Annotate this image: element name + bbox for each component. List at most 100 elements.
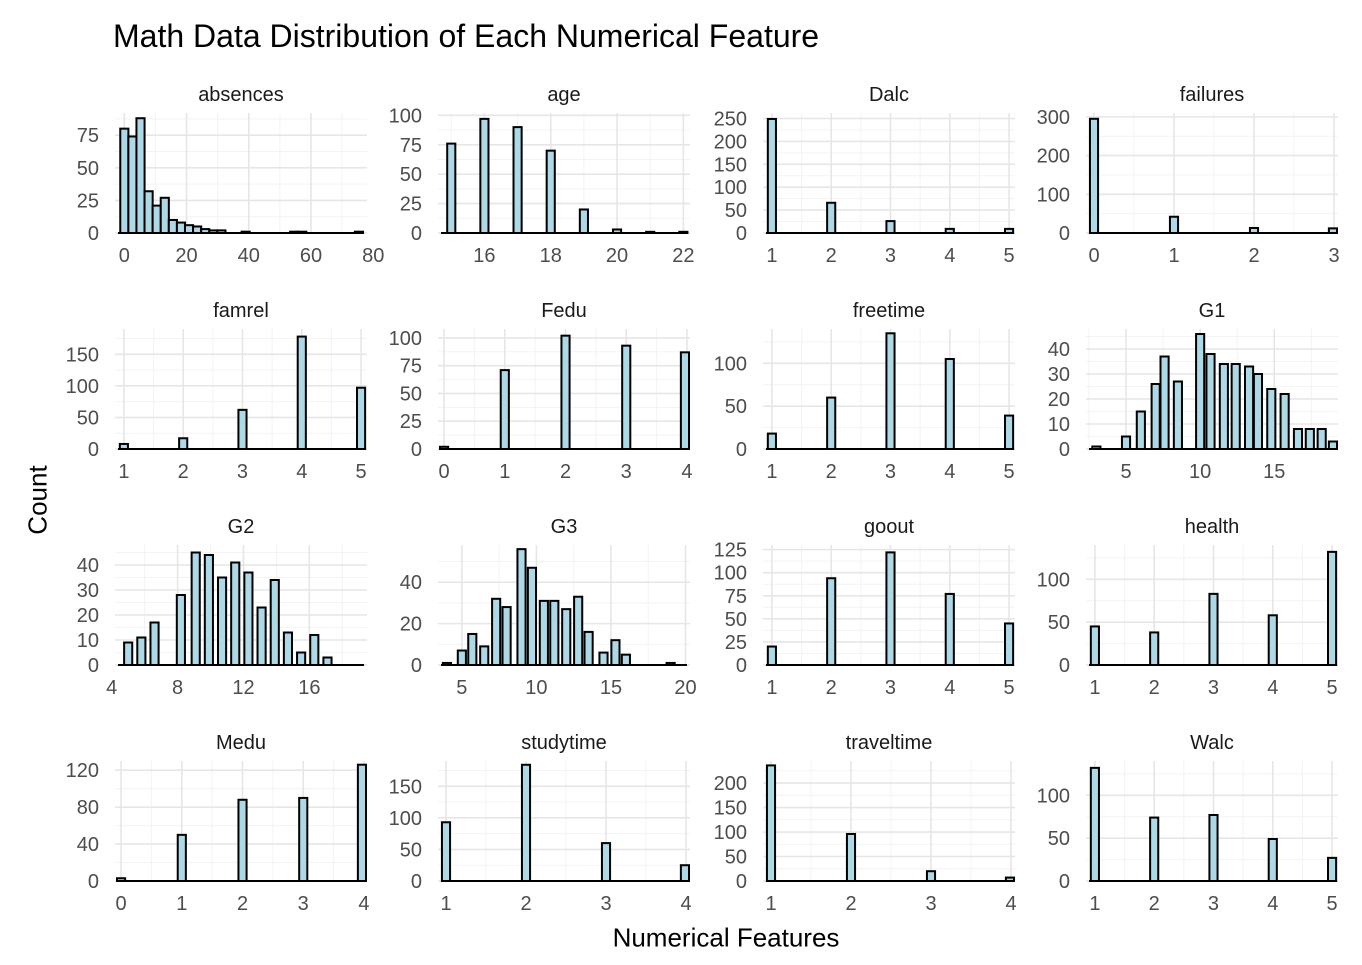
y-tick-label: 200 [714,131,747,153]
x-tick-label: 12 [232,677,254,699]
y-tick-label: 150 [714,154,747,176]
histogram-bar [240,230,251,234]
y-tick-label: 25 [725,632,747,654]
x-tick-label: 4 [296,461,307,483]
histogram-bar [1135,410,1146,450]
y-tick-label: 0 [411,439,422,461]
x-tick-label: 3 [1208,893,1219,915]
panel-title-g2: G2 [228,516,255,538]
histogram-bar [1218,363,1229,450]
panel-title-health: health [1185,516,1240,538]
x-tick-label: 8 [172,677,183,699]
x-tick-label: 10 [525,677,547,699]
x-tick-label: 4 [680,893,691,915]
y-tick-label: 100 [714,177,747,199]
y-tick-label: 10 [1048,414,1070,436]
x-tick-label: 4 [944,461,955,483]
histogram-bar [1004,227,1015,235]
y-tick-label: 50 [400,164,422,186]
y-tick-label: 25 [77,190,99,212]
histogram-bar [512,126,523,234]
x-tick-label: 20 [606,245,628,267]
histogram-bar [1004,414,1015,451]
x-tick-label: 3 [885,461,896,483]
y-tick-label: 100 [714,822,747,844]
histogram-bar [1149,631,1160,667]
histogram-bar [679,351,691,451]
x-tick-label: 2 [845,893,856,915]
histogram-bar [501,606,512,667]
y-tick-label: 250 [714,108,747,130]
x-tick-label: 4 [1267,893,1278,915]
panel-title-goout: goout [864,516,914,538]
x-tick-label: 16 [298,677,320,699]
y-tick-label: 100 [389,328,422,350]
histogram-bar [456,649,467,666]
x-tick-label: 2 [1149,893,1160,915]
y-tick-label: 100 [66,376,99,398]
histogram-bar [679,864,691,882]
panel-title-famrel: famrel [213,300,269,322]
x-tick-label: 3 [925,893,936,915]
panel-title-traveltime: traveltime [846,732,933,754]
x-tick-label: 3 [885,677,896,699]
x-tick-label: 4 [944,245,955,267]
x-tick-label: 0 [439,461,450,483]
histogram-bar [1089,625,1100,667]
histogram-bar [1252,373,1264,450]
y-tick-label: 30 [77,580,99,602]
y-tick-label: 40 [77,834,99,856]
x-tick-label: 3 [885,245,896,267]
histogram-bar [1292,428,1304,450]
x-tick-label: 1 [440,893,451,915]
y-tick-label: 0 [736,439,747,461]
x-tick-label: 40 [238,245,260,267]
x-tick-label: 2 [1149,677,1160,699]
histogram-bar [269,579,280,666]
histogram-bar [118,442,129,450]
histogram-bar [356,386,367,451]
histogram-bar [1248,226,1260,235]
histogram-bar [200,228,211,235]
x-tick-label: 5 [1120,461,1131,483]
x-tick-label: 2 [178,461,189,483]
y-tick-label: 150 [66,344,99,366]
histogram-bar [208,229,219,235]
histogram-bar [665,661,676,666]
x-tick-label: 2 [520,893,531,915]
y-tick-label: 125 [714,540,747,562]
x-tick-label: 4 [106,677,117,699]
x-tick-label: 0 [116,893,127,915]
y-tick-label: 100 [1037,785,1070,807]
panel-title-medu: Medu [216,732,266,754]
x-tick-label: 15 [600,677,622,699]
panel-title-g1: G1 [1199,300,1226,322]
x-axis-label: Numerical Features [612,922,840,953]
histogram-bar [1150,383,1161,450]
panel-title-absences: absences [198,84,284,106]
y-tick-label: 100 [714,353,747,375]
histogram-bar [159,196,170,234]
x-tick-label: 5 [1004,245,1015,267]
histogram-bar [467,632,478,666]
x-tick-label: 4 [1267,677,1278,699]
histogram-bar [192,225,203,234]
x-tick-label: 4 [944,677,955,699]
x-tick-label: 2 [826,245,837,267]
y-tick-label: 50 [725,847,747,869]
y-tick-label: 200 [714,773,747,795]
x-tick-label: 22 [672,245,694,267]
histogram-bar [309,634,320,666]
y-tick-label: 0 [411,871,422,893]
x-tick-label: 1 [1089,893,1100,915]
histogram-bar [282,631,294,666]
histogram-bar [1195,333,1206,450]
histogram-bar [578,208,589,234]
y-tick-label: 100 [389,105,422,127]
histogram-bar [479,117,490,234]
histogram-bar [119,127,130,234]
y-tick-label: 50 [1048,828,1070,850]
panel-title-g3: G3 [551,516,578,538]
histogram-bar [441,661,453,666]
histogram-bar [440,821,452,883]
